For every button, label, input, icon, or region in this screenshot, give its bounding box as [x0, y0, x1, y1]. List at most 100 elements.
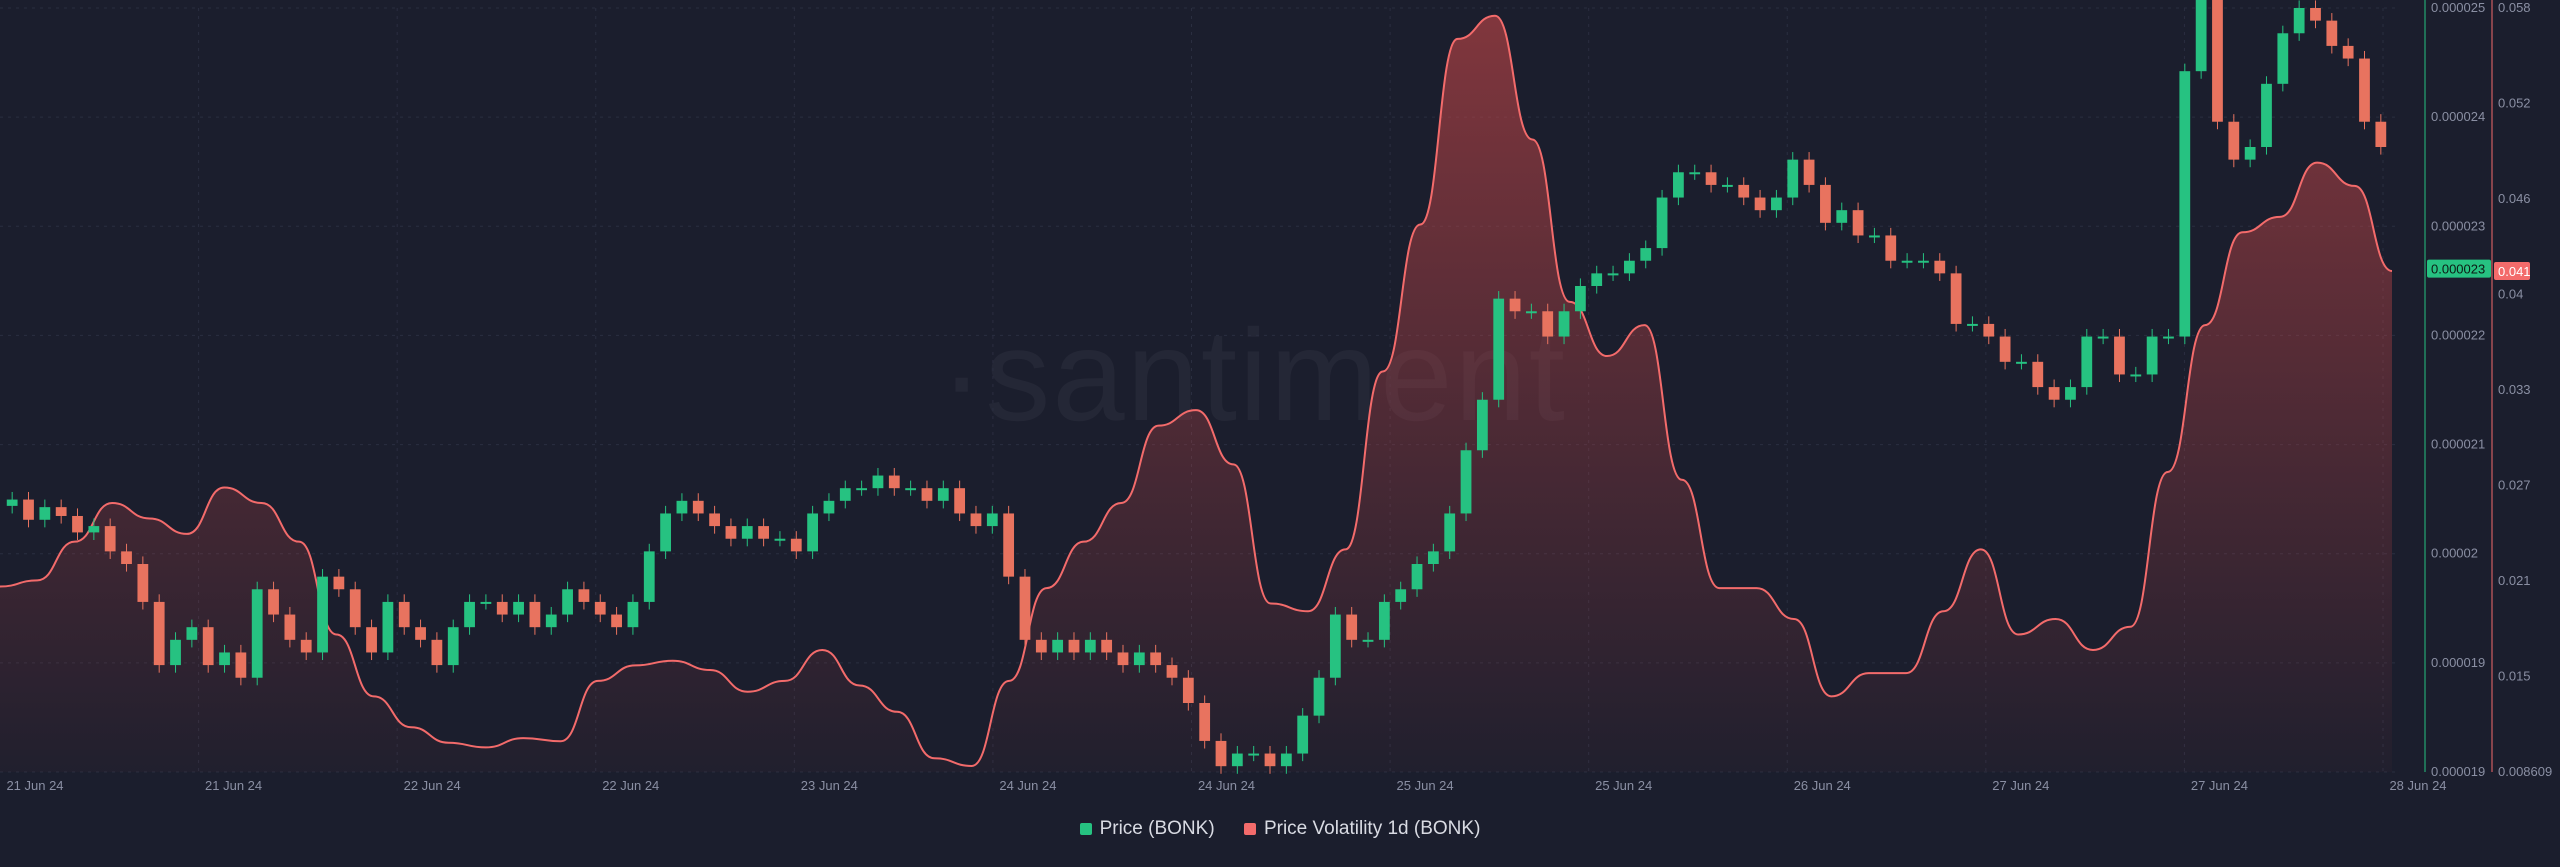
volatility-area — [0, 15, 2392, 773]
candle-body — [1656, 197, 1668, 249]
candle-body — [1378, 601, 1390, 640]
x-tick-label: 25 Jun 24 — [1595, 778, 1652, 793]
candle-body — [2228, 121, 2240, 160]
candle-body — [1591, 273, 1603, 287]
candle-body — [545, 614, 557, 628]
candle-body — [1852, 210, 1864, 236]
volatility-tick-label: 0.04 — [2498, 287, 2523, 302]
volatility-tick-label: 0.052 — [2498, 96, 2531, 111]
legend-item-volatility[interactable]: Price Volatility 1d (BONK) — [1243, 818, 1480, 840]
current-price-tag — [2427, 259, 2491, 278]
candle-body — [1101, 639, 1113, 653]
candle-body — [578, 589, 590, 602]
candle-body — [1280, 753, 1292, 767]
candle-body — [1624, 260, 1635, 274]
candle-body — [1313, 677, 1325, 716]
candle-body — [513, 601, 524, 615]
candle-body — [529, 601, 541, 628]
current-price-label: 0.000023 — [2431, 262, 2485, 277]
price-swatch-icon — [1079, 823, 1092, 835]
candle-body — [153, 601, 165, 666]
candle-body — [2244, 147, 2256, 160]
candle-body — [1003, 513, 1015, 577]
candle-body — [2293, 8, 2305, 34]
candle-body — [692, 500, 704, 514]
candle-body — [1869, 235, 1880, 238]
price-series — [6, 0, 2387, 774]
candle-body — [594, 601, 606, 615]
candle-body — [1019, 576, 1031, 640]
candle-body — [2195, 0, 2207, 72]
candle-body — [1329, 614, 1341, 678]
candle-body — [1558, 311, 1570, 337]
candle-body — [905, 488, 917, 491]
candle-body — [202, 627, 214, 666]
candle-body — [1411, 564, 1423, 590]
candle-body — [1068, 639, 1080, 653]
candle-body — [1803, 159, 1815, 185]
candle-body — [1509, 298, 1521, 312]
x-tick-label: 28 Jun 24 — [2389, 778, 2446, 793]
candle-body — [88, 526, 100, 533]
candle-body — [774, 538, 786, 541]
candle-body — [2032, 361, 2044, 388]
candle-body — [611, 614, 622, 628]
candle-body — [709, 513, 720, 527]
candle-body — [1199, 703, 1211, 741]
candle-body — [1771, 197, 1782, 211]
candle-body — [807, 513, 819, 552]
x-tick-label: 21 Jun 24 — [6, 778, 63, 793]
candle-body — [104, 526, 116, 552]
candle-body — [676, 500, 688, 514]
candle-body — [1231, 753, 1243, 767]
candle-body — [872, 475, 884, 489]
volatility-swatch-icon — [1243, 823, 1256, 835]
candle-body — [1395, 589, 1407, 602]
volatility-tick-label: 0.033 — [2498, 382, 2531, 397]
volatility-tick-label: 0.008609 — [2498, 764, 2552, 779]
candle-body — [970, 513, 982, 527]
candle-body — [2261, 83, 2272, 148]
candle-body — [2048, 387, 2060, 400]
x-tick-label: 24 Jun 24 — [1198, 778, 1255, 793]
candle-body — [627, 601, 639, 628]
x-tick-label: 27 Jun 24 — [2191, 778, 2248, 793]
candle-body — [317, 576, 328, 653]
candle-body — [1182, 677, 1194, 704]
candle-body — [823, 500, 835, 514]
x-tick-label: 21 Jun 24 — [205, 778, 262, 793]
candle-body — [856, 488, 868, 491]
legend-item-price[interactable]: Price (BONK) — [1079, 818, 1215, 840]
x-tick-label: 24 Jun 24 — [999, 778, 1056, 793]
axes: 0.000025 0.000024 0.000023 0.000022 0.000021… — [6, 0, 2552, 793]
price-tick-label: 0.000022 — [2431, 327, 2485, 342]
candle-body — [2114, 336, 2125, 375]
candle-body — [1117, 652, 1129, 666]
price-tick-label: 0.000019 — [2431, 764, 2485, 779]
candle-body — [758, 526, 769, 539]
candle-body — [2212, 0, 2223, 122]
candle-body — [300, 639, 312, 653]
candle-body — [1476, 399, 1488, 451]
volatility-tick-label: 0.015 — [2498, 669, 2531, 684]
candle-body — [1444, 513, 1456, 552]
volatility-tick-label: 0.058 — [2498, 0, 2531, 15]
candle-body — [1787, 159, 1799, 198]
candle-body — [447, 627, 459, 666]
candle-body — [1346, 614, 1358, 640]
price-tick-label: 0.000023 — [2431, 218, 2485, 233]
candle-body — [1035, 639, 1047, 653]
candle-body — [1689, 172, 1701, 175]
candle-body — [251, 589, 263, 678]
candle-body — [1820, 184, 1831, 223]
candle-body — [2179, 71, 2191, 337]
candle-body — [2359, 58, 2370, 122]
candle-body — [333, 576, 345, 590]
volatility-series — [0, 14, 2393, 773]
candle-body — [725, 526, 737, 539]
volatility-tick-label: 0.021 — [2498, 573, 2531, 588]
price-tick-label: 0.00002 — [2431, 546, 2478, 561]
candle-body — [741, 526, 753, 539]
candle-body — [1836, 210, 1848, 223]
candle-body — [170, 639, 181, 666]
